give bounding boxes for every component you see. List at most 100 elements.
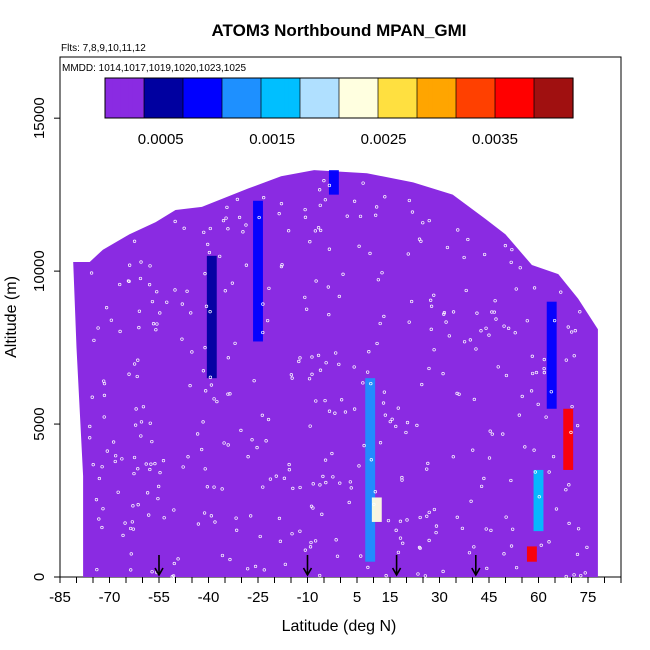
- sample-dot: [396, 406, 400, 410]
- sample-dot: [380, 271, 384, 275]
- sample-dot: [429, 304, 434, 308]
- sample-dot: [209, 383, 214, 387]
- sample-dot: [156, 496, 160, 501]
- sample-dot: [451, 310, 456, 314]
- sample-dot: [261, 302, 265, 306]
- x-tick-label: -10: [297, 589, 319, 606]
- sample-dot: [369, 381, 373, 386]
- sample-dot: [195, 432, 200, 436]
- sample-dot: [361, 381, 365, 385]
- colorbar-segment: [475, 78, 480, 118]
- sample-dot: [511, 527, 515, 531]
- sample-dot: [261, 485, 265, 489]
- sample-dot: [335, 554, 340, 558]
- colorbar-segment: [432, 78, 438, 118]
- sample-dot: [314, 279, 318, 283]
- data-region: [73, 170, 598, 578]
- colorbar-segment: [214, 78, 219, 118]
- sample-dot: [383, 195, 387, 199]
- colorbar-segment: [362, 78, 367, 118]
- sample-dot: [228, 557, 232, 562]
- y-tick-label: 0: [31, 573, 48, 581]
- sample-dot: [427, 218, 431, 223]
- colorbar-segment: [518, 78, 523, 118]
- sample-dot: [158, 311, 162, 315]
- colorbar-segment: [463, 78, 469, 118]
- colorbar-segment: [541, 78, 547, 118]
- sample-dot: [547, 470, 551, 474]
- sample-dot: [472, 397, 476, 402]
- sample-dot: [441, 569, 445, 574]
- sample-dot: [202, 511, 207, 515]
- colorbar-segment: [124, 78, 129, 118]
- colorbar-segment: [565, 78, 570, 118]
- sample-dot: [118, 329, 122, 334]
- sample-dot: [189, 311, 193, 315]
- sample-dot: [333, 411, 337, 415]
- sample-dot: [372, 502, 376, 507]
- colorbar-segment: [534, 78, 539, 118]
- sample-dot: [485, 566, 489, 571]
- sample-dot: [109, 318, 114, 322]
- sample-dot: [567, 521, 571, 526]
- sample-dot: [308, 545, 313, 549]
- colorbar-segment: [186, 78, 192, 118]
- sample-dot: [239, 428, 243, 433]
- colorbar-segment: [569, 78, 574, 118]
- sample-dot: [250, 438, 254, 442]
- sample-dot: [185, 289, 189, 293]
- x-tick-label: 60: [530, 589, 547, 606]
- sample-dot: [138, 276, 143, 281]
- sample-dot: [327, 409, 332, 413]
- sample-dot: [343, 410, 348, 414]
- sample-dot: [532, 448, 536, 452]
- sample-dot: [475, 311, 479, 315]
- sample-dot: [139, 434, 143, 438]
- sample-dot: [290, 376, 294, 380]
- colorbar-segment: [179, 78, 184, 118]
- colorbar-segment: [292, 78, 297, 118]
- colorbar-segment: [147, 78, 153, 118]
- colorbar: 0.0005 0.0015 0.0025 0.0035: [104, 77, 574, 148]
- sample-dot: [507, 326, 511, 330]
- sample-dot: [382, 390, 387, 394]
- sample-dot: [572, 573, 576, 577]
- sample-dot: [235, 528, 239, 532]
- colorbar-segment: [510, 78, 516, 118]
- sample-dot: [155, 290, 159, 294]
- sample-dot: [492, 310, 497, 314]
- sample-dot: [130, 520, 135, 524]
- sample-dot: [102, 415, 106, 419]
- sample-dot: [90, 395, 94, 399]
- y-axis-label: Altitude (m): [3, 276, 20, 358]
- arrow-marker: [391, 567, 402, 577]
- sample-dot: [313, 539, 318, 543]
- sample-dot: [368, 251, 372, 256]
- sample-dot: [400, 475, 404, 480]
- sample-dot: [327, 247, 332, 251]
- colorbar-segment: [346, 78, 352, 118]
- sample-dot: [203, 467, 207, 471]
- colorbar-frame: [104, 77, 574, 119]
- sample-dot: [151, 322, 156, 326]
- sample-dot: [278, 539, 283, 543]
- sample-dot: [287, 468, 292, 472]
- colorbar-segment: [136, 78, 141, 118]
- x-axis: -85 -70 -55 -40 -25 -10 5 15 30 45 60 75: [49, 577, 622, 606]
- sample-dot: [188, 383, 192, 388]
- sample-dot: [314, 399, 318, 403]
- colorbar-segment: [440, 78, 445, 118]
- sample-dot: [357, 464, 361, 468]
- sample-dot: [253, 564, 258, 569]
- sample-dot: [434, 530, 438, 535]
- sample-dot: [298, 356, 302, 360]
- colorbar-segment: [537, 78, 543, 118]
- sample-dot: [319, 228, 323, 233]
- sample-dot: [307, 377, 312, 381]
- sample-dot: [537, 495, 541, 499]
- sample-dot: [472, 545, 476, 549]
- sample-dot: [398, 536, 403, 540]
- sample-dot: [455, 515, 459, 519]
- colorbar-segment: [140, 78, 145, 118]
- sample-dot: [536, 402, 540, 407]
